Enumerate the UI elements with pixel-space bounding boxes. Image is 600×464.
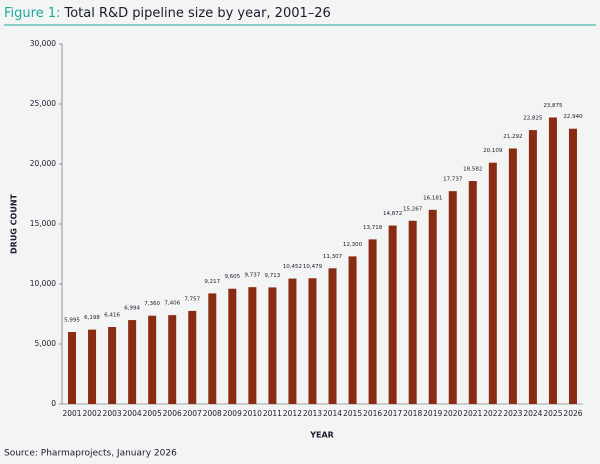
x-tick-label: 2018 [403, 409, 422, 418]
value-label: 9,217 [204, 279, 220, 285]
x-tick-label: 2026 [563, 409, 582, 418]
x-tick-label: 2024 [523, 409, 542, 418]
value-label: 22,940 [563, 114, 583, 120]
y-tick-label: 10,000 [30, 279, 56, 288]
x-tick-label: 2010 [243, 409, 262, 418]
bar [408, 220, 417, 404]
value-label: 7,406 [164, 301, 180, 307]
y-tick-label: 15,000 [30, 219, 56, 228]
x-tick-label: 2004 [123, 409, 142, 418]
bar [228, 288, 237, 404]
x-tick-label: 2021 [463, 409, 482, 418]
x-tick-label: 2013 [303, 409, 322, 418]
value-label: 6,416 [104, 313, 120, 319]
value-label: 20,109 [483, 148, 503, 154]
value-label: 9,605 [224, 274, 240, 280]
bar [348, 256, 357, 404]
bar [488, 162, 497, 404]
bar [148, 315, 157, 404]
x-tick-label: 2008 [203, 409, 222, 418]
x-tick-label: 2016 [363, 409, 382, 418]
y-axis-title: DRUG COUNT [10, 193, 19, 254]
bar [108, 327, 117, 404]
value-label: 9,713 [265, 273, 281, 279]
title-text: Total R&D pipeline size by year, 2001–26 [63, 6, 330, 21]
x-tick-label: 2003 [103, 409, 122, 418]
value-label: 12,300 [343, 242, 363, 248]
x-tick-label: 2025 [543, 409, 562, 418]
bar [68, 332, 77, 404]
x-tick-label: 2020 [443, 409, 462, 418]
bar [308, 278, 317, 404]
value-label: 22,825 [523, 116, 543, 122]
value-label: 10,479 [303, 264, 323, 270]
title-label: Figure 1: [4, 6, 60, 21]
x-tick-label: 2019 [423, 409, 442, 418]
bar [128, 320, 137, 404]
y-tick-label: 25,000 [30, 99, 56, 108]
value-label: 13,718 [363, 225, 383, 231]
bar [168, 315, 177, 404]
y-tick-label: 30,000 [30, 39, 56, 48]
bar [88, 329, 97, 404]
x-tick-label: 2001 [62, 409, 81, 418]
bar [528, 130, 537, 404]
value-label: 18,582 [463, 167, 482, 173]
bar [208, 293, 217, 404]
value-label: 17,737 [443, 177, 463, 183]
value-label: 23,875 [543, 103, 563, 109]
value-label: 15,267 [403, 206, 423, 212]
x-tick-label: 2012 [283, 409, 302, 418]
bar [388, 225, 397, 404]
x-tick-label: 2015 [343, 409, 362, 418]
value-label: 7,360 [144, 301, 160, 307]
y-tick-label: 5,000 [35, 339, 57, 348]
bar [268, 287, 277, 404]
bar [188, 310, 197, 404]
x-tick-label: 2002 [83, 409, 102, 418]
value-label: 21,292 [503, 134, 522, 140]
x-tick-label: 2011 [263, 409, 282, 418]
bar [448, 191, 457, 404]
x-tick-label: 2009 [223, 409, 242, 418]
value-label: 5,995 [64, 318, 80, 324]
x-axis-title: YEAR [309, 431, 334, 440]
chart-title: Figure 1: Total R&D pipeline size by year… [4, 6, 331, 21]
bar [288, 278, 297, 404]
value-label: 9,737 [244, 273, 260, 279]
bar [328, 268, 337, 404]
value-label: 10,452 [283, 264, 302, 270]
x-tick-label: 2006 [163, 409, 182, 418]
bar [568, 128, 577, 404]
x-tick-label: 2005 [143, 409, 162, 418]
value-label: 14,872 [383, 211, 402, 217]
bar [548, 117, 557, 404]
bar [248, 287, 257, 404]
value-label: 7,757 [184, 296, 200, 302]
x-tick-label: 2023 [503, 409, 522, 418]
x-tick-label: 2014 [323, 409, 342, 418]
bar [508, 148, 517, 404]
y-tick-label: 0 [51, 399, 56, 408]
bar [428, 209, 437, 404]
bar [368, 239, 377, 404]
y-tick-label: 20,000 [30, 159, 56, 168]
x-tick-label: 2007 [183, 409, 202, 418]
source: Source: Pharmaprojects, January 2026 [4, 449, 177, 459]
bar [468, 181, 477, 404]
x-tick-label: 2017 [383, 409, 402, 418]
value-label: 11,307 [323, 254, 343, 260]
value-label: 16,181 [423, 195, 442, 201]
value-label: 6,198 [84, 315, 100, 321]
x-tick-label: 2022 [483, 409, 502, 418]
value-label: 6,994 [124, 306, 140, 312]
